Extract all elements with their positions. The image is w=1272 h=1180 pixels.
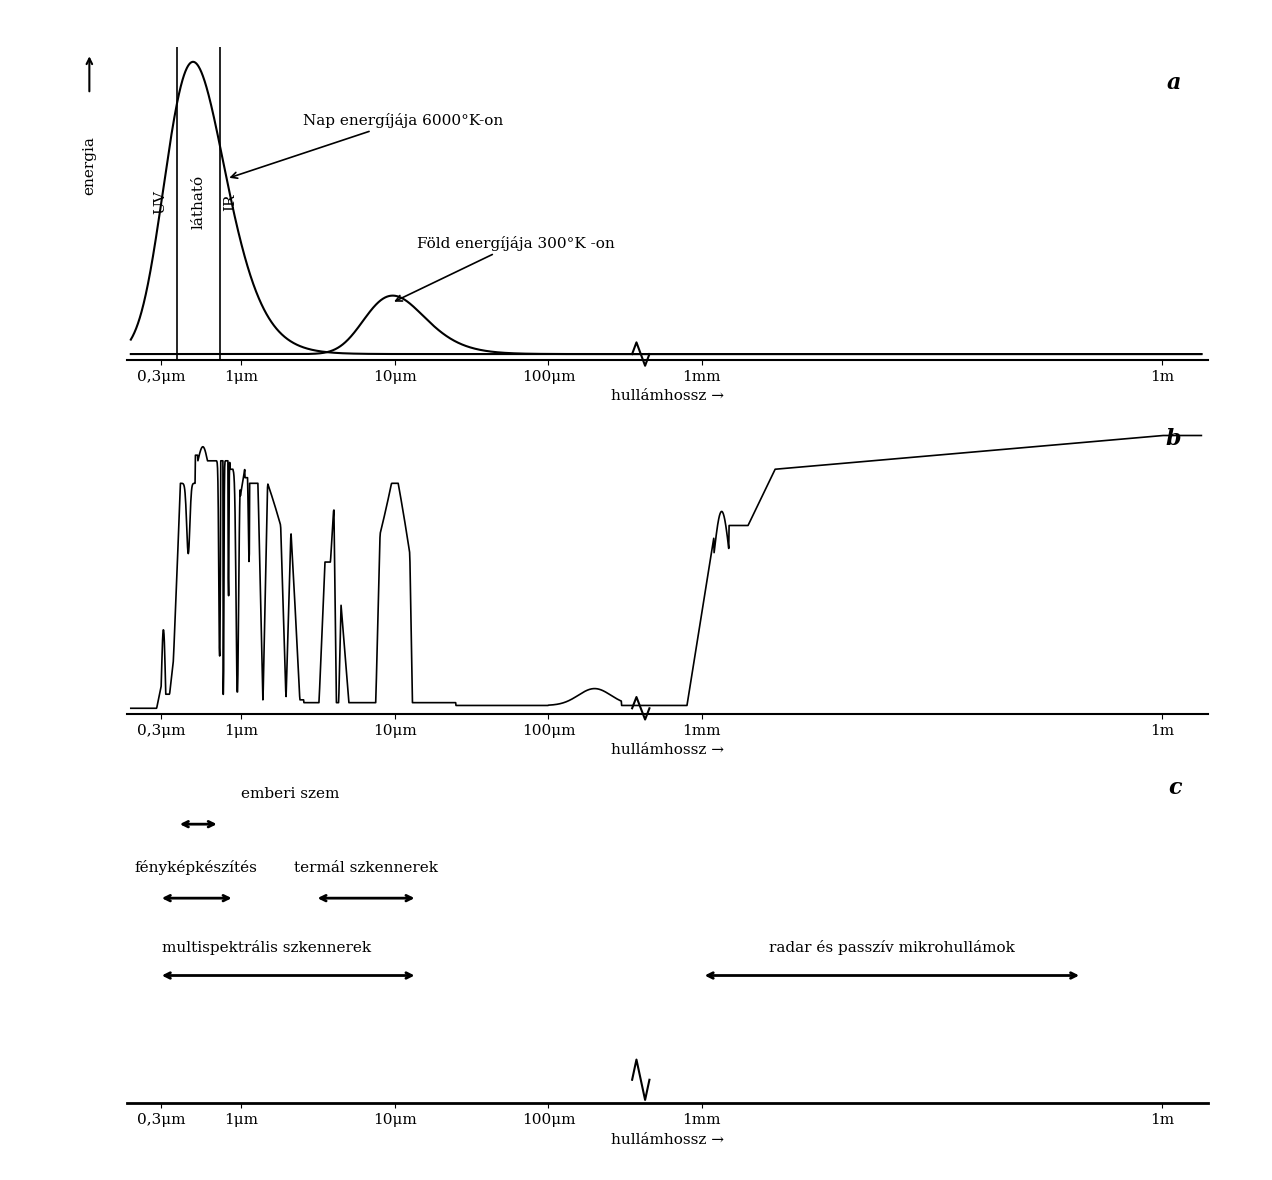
- Text: c: c: [1168, 778, 1182, 799]
- Text: Nap energíjája 6000°K-on: Nap energíjája 6000°K-on: [232, 113, 502, 178]
- X-axis label: hullámhossz →: hullámhossz →: [612, 743, 724, 758]
- Text: energia: energia: [83, 137, 97, 196]
- Text: a: a: [1166, 72, 1182, 94]
- Text: UV: UV: [153, 190, 167, 214]
- X-axis label: hullámhossz →: hullámhossz →: [612, 1133, 724, 1147]
- Text: fényképkészítés: fényképkészítés: [135, 859, 257, 874]
- Text: Föld energíjája 300°K -on: Föld energíjája 300°K -on: [396, 236, 616, 301]
- Text: termál szkennerek: termál szkennerek: [294, 860, 438, 874]
- X-axis label: hullámhossz →: hullámhossz →: [612, 389, 724, 404]
- Text: multispektrális szkennerek: multispektrális szkennerek: [162, 940, 371, 956]
- Text: b: b: [1166, 428, 1182, 450]
- Text: radar és passzív mikrohullámok: radar és passzív mikrohullámok: [770, 940, 1015, 956]
- Text: látható: látható: [191, 175, 205, 229]
- Text: IR: IR: [224, 194, 238, 211]
- Text: emberi szem: emberi szem: [242, 787, 340, 801]
